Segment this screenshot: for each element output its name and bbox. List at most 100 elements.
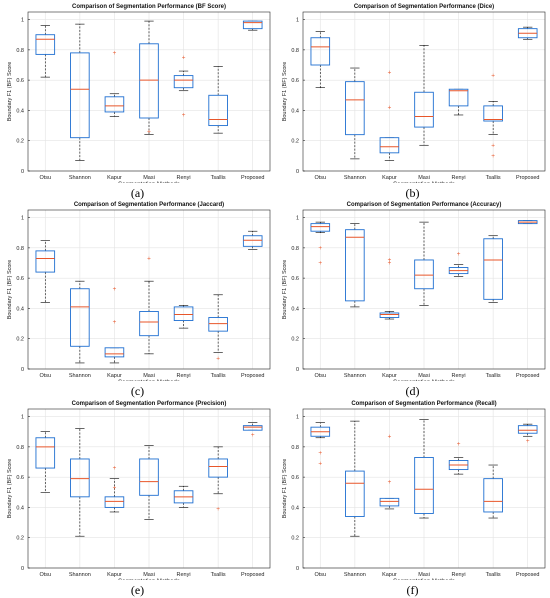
- box-kapur: ++: [379, 434, 400, 510]
- y-axis-label: Boundary F1 (BF) Score: [7, 260, 13, 320]
- iqr-box: [310, 223, 331, 232]
- x-tick-label: Kapur: [107, 373, 122, 379]
- outlier-point: +: [112, 485, 116, 491]
- x-tick-label: Renyi: [452, 373, 466, 379]
- y-tick-label: 0.4: [16, 306, 24, 312]
- y-tick-label: 0.8: [291, 246, 299, 252]
- y-tick-label: 0: [21, 566, 24, 572]
- y-tick-label: 0.8: [16, 48, 24, 54]
- iqr-box: [483, 478, 503, 513]
- outlier-point: +: [456, 441, 460, 447]
- panel-caption: (d): [405, 384, 420, 398]
- chart-panel: Comparison of Segmentation Performance (…: [0, 0, 275, 183]
- outlier-point: +: [387, 434, 391, 440]
- x-tick-label: Proposed: [516, 175, 540, 181]
- axes-box: [27, 11, 271, 172]
- y-axis-label: Boundary F1 (BF) Score: [282, 260, 288, 320]
- chart-svg: Comparison of Segmentation Performance (…: [7, 4, 271, 183]
- iqr-box: [448, 88, 469, 107]
- iqr-box: [173, 75, 194, 89]
- chart-title: Comparison of Segmentation Performance (…: [72, 401, 227, 407]
- iqr-box: [379, 137, 400, 154]
- y-tick-label: 0.4: [291, 306, 299, 312]
- y-tick-label: 1: [296, 216, 299, 222]
- outlier-point: +: [318, 245, 322, 251]
- axes-box: [302, 408, 546, 569]
- outlier-point: +: [491, 143, 495, 149]
- chart-title: Comparison of Segmentation Performance (…: [74, 202, 224, 208]
- outlier-point: +: [112, 320, 116, 326]
- chart-panel: Comparison of Segmentation Performance (…: [0, 397, 275, 580]
- x-tick-label: Shannon: [344, 572, 366, 578]
- x-tick-label: Shannon: [69, 373, 91, 379]
- x-tick-label: Renyi: [452, 175, 466, 181]
- iqr-box: [345, 81, 365, 136]
- outlier-point: +: [318, 261, 322, 267]
- box-proposed: [242, 230, 263, 250]
- iqr-box: [208, 317, 228, 332]
- x-tick-label: Renyi: [177, 175, 191, 181]
- chart-title: Comparison of Segmentation Performance (…: [351, 401, 496, 407]
- x-tick-label: Tsallis: [486, 572, 501, 578]
- iqr-box: [208, 94, 228, 127]
- iqr-box: [104, 96, 125, 113]
- y-tick-label: 0.2: [291, 337, 299, 343]
- box-shannon: [70, 280, 90, 364]
- y-tick-label: 0.4: [16, 108, 24, 114]
- x-axis-label: Segmentation Methods: [393, 380, 455, 381]
- outlier-point: +: [387, 261, 391, 267]
- box-masi: +: [139, 256, 159, 355]
- x-tick-label: Proposed: [241, 373, 265, 379]
- x-tick-label: Tsallis: [211, 373, 226, 379]
- x-tick-label: Masi: [418, 572, 430, 578]
- y-tick-label: 0.4: [16, 505, 24, 511]
- x-tick-label: Renyi: [452, 572, 466, 578]
- x-tick-label: Proposed: [241, 175, 265, 181]
- outlier-point: +: [112, 286, 116, 292]
- box-tsallis: [208, 66, 228, 134]
- outlier-point: +: [491, 73, 495, 79]
- box-otsu: [35, 431, 56, 493]
- iqr-box: [139, 311, 159, 337]
- y-tick-label: 0: [21, 367, 24, 373]
- outlier-point: +: [387, 70, 391, 76]
- x-tick-label: Masi: [418, 175, 430, 181]
- y-axis-label: Boundary F1 (BF) Score: [7, 459, 13, 519]
- chart-title: Comparison of Segmentation Performance (…: [354, 4, 494, 10]
- x-axis-label: Segmentation Methods: [118, 380, 180, 381]
- iqr-box: [35, 34, 56, 55]
- outlier-point: +: [526, 438, 530, 444]
- box-proposed: [242, 20, 263, 31]
- iqr-box: [242, 425, 263, 431]
- box-shannon: [70, 428, 90, 537]
- axes-box: [302, 11, 546, 172]
- iqr-box: [173, 306, 194, 321]
- box-shannon: [345, 67, 365, 160]
- iqr-box: [242, 235, 263, 247]
- panel-caption: (c): [130, 384, 145, 398]
- y-tick-label: 0.8: [291, 445, 299, 451]
- box-kapur: ++: [379, 70, 400, 161]
- axes-box: [27, 209, 271, 370]
- outlier-point: +: [216, 507, 220, 513]
- box-masi: [414, 221, 434, 306]
- x-tick-label: Shannon: [344, 373, 366, 379]
- y-tick-label: 0.6: [291, 475, 299, 481]
- y-tick-label: 0.2: [16, 139, 24, 145]
- iqr-box: [414, 259, 434, 290]
- y-tick-label: 0.8: [291, 48, 299, 54]
- outlier-point: +: [112, 466, 116, 472]
- box-masi: [414, 45, 434, 146]
- x-tick-label: Masi: [143, 175, 155, 181]
- box-renyi: +: [448, 252, 469, 277]
- box-kapur: ++: [379, 258, 400, 320]
- box-masi: [414, 419, 434, 519]
- box-tsallis: +: [208, 294, 228, 362]
- iqr-box: [70, 52, 90, 139]
- outlier-point: +: [456, 252, 460, 258]
- y-tick-label: 0: [21, 169, 24, 175]
- chart-panel: Comparison of Segmentation Performance (…: [275, 397, 550, 580]
- x-tick-label: Shannon: [69, 175, 91, 181]
- x-tick-label: Kapur: [107, 572, 122, 578]
- box-renyi: [173, 305, 194, 329]
